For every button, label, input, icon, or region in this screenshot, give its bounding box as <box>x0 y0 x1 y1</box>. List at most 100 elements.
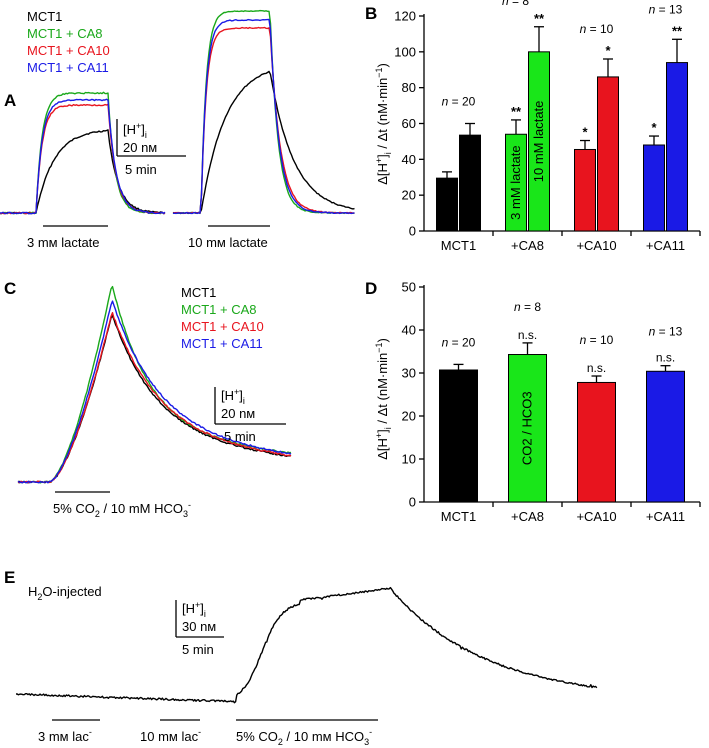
y-tick-label: 40 <box>402 323 416 338</box>
y-tick-label: 10 <box>402 452 416 467</box>
trace-a-high <box>172 18 355 215</box>
panel-b: B Δ[H+]i / Δt (nM·min−1) 0 20 40 60 80 100 120… <box>365 0 701 253</box>
chart-d: 0 10 20 30 40 50 MCT1 n = 20 +CA8 n.s. CO2 / HCO3 n… <box>402 280 701 524</box>
trace-a-low <box>0 98 166 215</box>
legend-ca8: MCT1 + CA8 <box>27 26 103 41</box>
x-tick-label: +CA11 <box>646 238 685 253</box>
significance-label: * <box>605 43 611 58</box>
y-tick-label: 60 <box>402 116 416 131</box>
significance-label: n.s. <box>518 328 537 342</box>
scale-y-label-e: [H+]i <box>182 600 206 619</box>
traces-a <box>0 9 355 215</box>
scale-y-label-a: [H+]i <box>123 121 147 140</box>
y-tick-label: 20 <box>402 409 416 424</box>
y-tick-label: 0 <box>409 495 416 510</box>
x-tick-label: +CA10 <box>576 509 616 524</box>
panel-e-title: H2O-injected <box>28 584 102 602</box>
bar <box>646 370 685 503</box>
traces-c <box>17 285 292 484</box>
scale-x-label-e: 5 min <box>182 642 214 657</box>
scale-y-label-c: [H+]i <box>221 387 245 406</box>
bar <box>505 133 527 232</box>
panel-e: E H2O-injected [H+]i 30 nм 5 min 3 mм la… <box>4 568 598 747</box>
x-tick-label: MCT1 <box>441 509 476 524</box>
n-label: n = 13 <box>649 325 683 339</box>
x-tick-label: +CA10 <box>576 238 616 253</box>
y-axis-label-b: Δ[H+]i / Δt (nM·min−1) <box>374 63 393 185</box>
trace-e-h2o <box>16 586 598 704</box>
y-tick-label: 120 <box>394 9 416 24</box>
significance-label: n.s. <box>587 361 606 375</box>
y-tick-label: 20 <box>402 188 416 203</box>
scale-y-value-c: 20 nм <box>221 406 255 421</box>
n-label: n = 20 <box>442 335 476 349</box>
x-tick-label: +CA11 <box>646 509 685 524</box>
legend-c-ca11: MCT1 + CA11 <box>181 336 263 351</box>
significance-label: n.s. <box>656 351 675 365</box>
x-tick-label: MCT1 <box>441 238 476 253</box>
y-axis-label-d: Δ[H+]i / Δt (nM·min−1) <box>374 338 393 460</box>
bar <box>508 354 547 503</box>
significance-label: * <box>582 125 588 140</box>
bar <box>666 62 688 232</box>
legend-c-ca10: MCT1 + CA10 <box>181 319 264 334</box>
y-tick-label: 40 <box>402 152 416 167</box>
bar-inner-label: CO2 / HCO3 <box>520 391 535 465</box>
bar <box>439 369 478 503</box>
significance-label: ** <box>534 11 545 26</box>
scale-y-value-a: 20 nм <box>123 140 157 155</box>
stimulus-label-co2: 5% CO2 / 10 mM HCO3- <box>53 500 191 519</box>
significance-label: ** <box>511 104 522 119</box>
bar <box>459 134 481 232</box>
legend-c-mct1: MCT1 <box>181 285 216 300</box>
bar <box>597 76 619 232</box>
y-tick-label: 50 <box>402 280 416 295</box>
n-label: n = 8 <box>502 0 529 8</box>
trace-a-high <box>172 26 355 215</box>
scale-x-label-c: 5 min <box>224 429 256 444</box>
stimulus-label-10mm-lac: 10 mм lac- <box>140 727 201 744</box>
y-tick-label: 100 <box>394 44 416 59</box>
panel-label-b: B <box>365 4 377 23</box>
legend-ca11: MCT1 + CA11 <box>27 60 109 75</box>
n-label: n = 8 <box>514 300 541 314</box>
bar-inner-label: 3 mM lactate <box>508 145 523 219</box>
y-tick-label: 80 <box>402 80 416 95</box>
scale-x-label-a: 5 min <box>125 162 157 177</box>
stimulus-label-co2-e: 5% CO2 / 10 mм HCO3- <box>236 727 372 747</box>
legend-c-ca8: MCT1 + CA8 <box>181 302 257 317</box>
panel-label-a: A <box>4 91 16 110</box>
n-label: n = 10 <box>580 333 614 347</box>
trace-a-high <box>172 70 355 215</box>
bar-inner-label: 10 mM lactate <box>531 101 546 183</box>
significance-label: ** <box>672 23 683 38</box>
trace-c <box>17 300 292 484</box>
n-label: n = 13 <box>649 2 683 16</box>
panel-label-c: C <box>4 279 16 298</box>
n-label: n = 10 <box>580 22 614 36</box>
panel-label-e: E <box>4 568 15 587</box>
bar <box>528 51 550 232</box>
x-tick-label: +CA8 <box>511 509 544 524</box>
scale-y-value-e: 30 nм <box>182 619 216 634</box>
legend-ca10: MCT1 + CA10 <box>27 43 110 58</box>
trace-e <box>16 586 598 704</box>
panel-a: A MCT1 MCT1 + CA8 MCT1 + CA10 MCT1 + CA1… <box>0 9 355 250</box>
x-tick-label: +CA8 <box>511 238 544 253</box>
panel-c: C MCT1 MCT1 + CA8 MCT1 + CA10 MCT1 + CA1… <box>4 279 292 519</box>
trace-a-high <box>172 9 355 215</box>
bar <box>577 381 616 503</box>
stimulus-label-3mm: 3 mм lactate <box>27 235 100 250</box>
stimulus-label-10mm: 10 mм lactate <box>188 235 268 250</box>
n-label: n = 20 <box>442 95 476 109</box>
significance-label: * <box>651 120 657 135</box>
panel-label-d: D <box>365 279 377 298</box>
bar <box>643 144 665 232</box>
stimulus-label-3mm-lac: 3 mм lac- <box>38 727 92 744</box>
bar <box>574 148 596 232</box>
y-tick-label: 30 <box>402 366 416 381</box>
y-tick-label: 0 <box>409 224 416 239</box>
panel-d: D Δ[H+]i / Δt (nM·min−1) 0 10 20 30 40 50 MCT1… <box>365 279 701 524</box>
